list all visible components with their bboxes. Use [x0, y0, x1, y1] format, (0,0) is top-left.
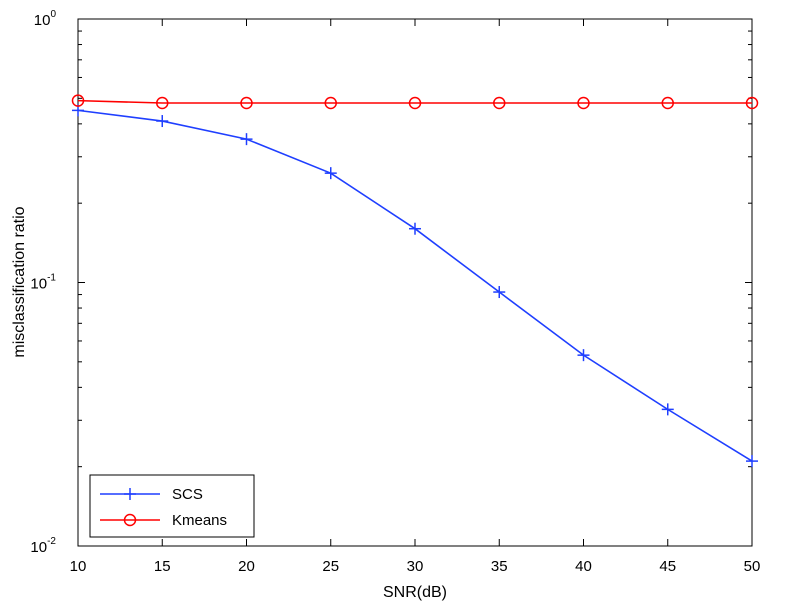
y-tick-labels: 10-2 10-1 100 [30, 9, 56, 556]
y-tick-label: 10-2 [30, 536, 56, 556]
series-line [77, 99, 752, 104]
data-point [746, 455, 758, 468]
legend-label: Kmeans [172, 512, 227, 529]
axis-ticks [77, 18, 753, 547]
x-axis-label: SNR(dB) [383, 584, 447, 601]
legend-item-scs: SCS [100, 486, 203, 503]
series-kmeans [71, 94, 759, 110]
data-point [493, 96, 506, 110]
data-point [156, 96, 169, 110]
x-tick-label: 20 [238, 558, 255, 575]
series-scs [72, 104, 758, 468]
x-tick-label: 30 [407, 558, 424, 575]
data-point [324, 96, 337, 110]
series-layer [71, 94, 759, 468]
legend: SCS Kmeans [89, 474, 255, 538]
x-tick-labels: 10 15 20 25 30 35 40 45 50 [70, 558, 761, 575]
y-tick-label: 10-1 [30, 273, 56, 293]
x-tick-label: 50 [744, 558, 761, 575]
x-tick-label: 40 [575, 558, 592, 575]
data-point [661, 96, 674, 110]
legend-item-kmeans: Kmeans [100, 512, 227, 529]
data-point [577, 349, 590, 362]
data-point [745, 96, 759, 110]
data-point [493, 286, 506, 299]
x-tick-label: 35 [491, 558, 508, 575]
x-tick-label: 15 [154, 558, 171, 575]
y-tick-label: 100 [34, 9, 57, 29]
legend-box [89, 474, 255, 538]
x-tick-label: 25 [322, 558, 339, 575]
x-tick-label: 10 [70, 558, 87, 575]
data-point [240, 133, 253, 146]
y-axis-label: misclassification ratio [11, 206, 28, 357]
x-tick-label: 45 [659, 558, 676, 575]
data-point [661, 403, 674, 416]
data-point [324, 167, 337, 180]
data-point [577, 96, 590, 110]
data-point [408, 96, 422, 110]
data-point [156, 115, 169, 128]
data-point [71, 94, 85, 107]
data-point [240, 96, 253, 110]
legend-label: SCS [172, 486, 203, 503]
plot-area [77, 18, 753, 547]
legend-marker [124, 488, 136, 500]
legend-marker [123, 513, 137, 527]
data-point [409, 222, 421, 235]
